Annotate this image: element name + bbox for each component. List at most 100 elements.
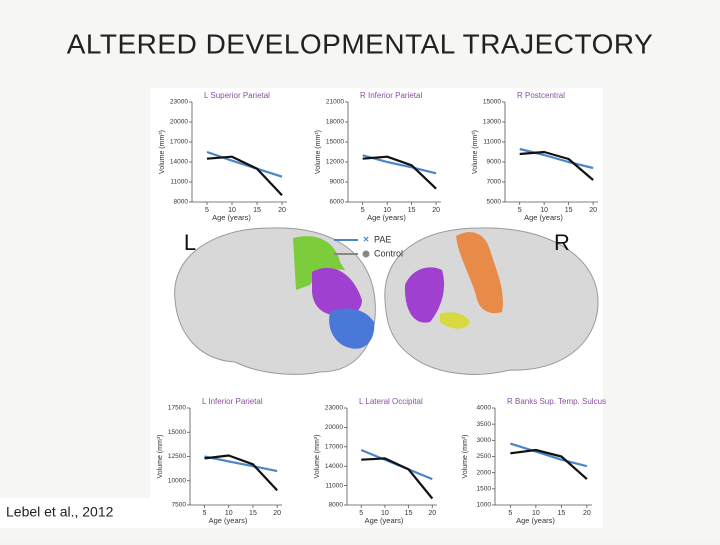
y-tick-label: 11000: [325, 482, 343, 489]
fit-line: [204, 455, 278, 473]
x-tick-label: 5: [518, 207, 522, 214]
panel-title: L Superior Parietal: [204, 91, 270, 100]
x-axis-label: Age (years): [365, 516, 404, 525]
y-tick-label: 18000: [326, 119, 344, 126]
y-tick-label: 6000: [330, 199, 345, 206]
x-tick-label: 5: [359, 510, 363, 517]
region-postcentral: [456, 232, 503, 314]
y-tick-label: 4000: [477, 405, 492, 412]
y-tick-label: 2500: [477, 453, 492, 460]
y-tick-label: 3000: [477, 437, 492, 444]
y-tick-label: 15000: [483, 99, 501, 106]
panel: L Inferior Parietal 7500 10000 12500 15000 17…: [157, 397, 282, 525]
y-tick-label: 1000: [477, 502, 492, 509]
x-tick-label: 20: [278, 207, 286, 214]
x-tick-label: 10: [532, 510, 540, 517]
fit-line: [204, 454, 279, 492]
y-tick-label: 11000: [170, 179, 188, 186]
y-tick-label: 14000: [170, 159, 188, 166]
y-tick-label: 23000: [170, 99, 188, 106]
x-tick-label: 5: [205, 207, 209, 214]
x-tick-label: 15: [565, 207, 573, 214]
y-tick-label: 5000: [487, 199, 502, 206]
x-tick-label: 15: [253, 207, 261, 214]
x-tick-label: 10: [540, 207, 548, 214]
y-tick-label: 12000: [326, 159, 344, 166]
fit-line: [362, 155, 437, 190]
x-tick-label: 5: [508, 510, 512, 517]
panel: L Lateral Occipital 8000 11000 14000 17000 20…: [314, 397, 437, 525]
y-axis-label: Volume (mm³): [157, 435, 164, 479]
y-tick-label: 23000: [325, 405, 343, 412]
x-axis-label: Age (years): [367, 213, 406, 222]
x-axis-label: Age (years): [516, 516, 555, 525]
caption: Lebel et al., 2012: [6, 504, 114, 520]
y-tick-label: 12500: [168, 453, 186, 460]
y-axis-label: Volume (mm³): [462, 435, 469, 479]
y-tick-label: 2000: [477, 469, 492, 476]
x-tick-label: 15: [405, 510, 413, 517]
region-inferior-parietal-right: [404, 267, 445, 323]
y-axis-label: Volume (mm³): [472, 130, 479, 174]
panel: R Banks Sup. Temp. Sulcus 1000 1500 2000 250…: [462, 397, 606, 525]
y-tick-label: 7000: [487, 179, 502, 186]
legend-label: Control: [374, 248, 403, 258]
panel: L Superior Parietal 8000 11000 14000 17000 20…: [159, 91, 287, 222]
fit-line: [519, 150, 594, 181]
x-tick-label: 15: [408, 207, 416, 214]
y-tick-label: 21000: [326, 99, 344, 106]
y-tick-label: 7500: [172, 502, 187, 509]
x-tick-label: 5: [361, 207, 365, 214]
fit-line: [206, 155, 283, 197]
y-axis-label: Volume (mm³): [159, 130, 166, 174]
left-label: L: [184, 230, 196, 255]
right-label: R: [554, 230, 570, 255]
y-tick-label: 15000: [326, 139, 344, 146]
x-tick-label: 20: [589, 207, 597, 214]
y-tick-label: 10000: [168, 477, 186, 484]
x-axis-label: Age (years): [524, 213, 563, 222]
legend-label: PAE: [374, 234, 391, 244]
y-tick-label: 15000: [168, 429, 186, 436]
region-superior-parietal: [293, 236, 345, 290]
brain: [174, 227, 599, 375]
x-tick-label: 10: [383, 207, 391, 214]
y-tick-label: 9000: [487, 159, 502, 166]
x-tick-label: 15: [557, 510, 565, 517]
x-tick-label: 5: [203, 510, 207, 517]
panels: L Superior Parietal 8000 11000 14000 17000 20…: [157, 91, 606, 525]
y-tick-label: 17000: [170, 139, 188, 146]
panel-title: R Postcentral: [517, 91, 565, 100]
panel-title: L Inferior Parietal: [202, 397, 263, 406]
slide-title: ALTERED DEVELOPMENTAL TRAJECTORY: [67, 28, 654, 59]
x-tick-label: 20: [273, 510, 281, 517]
panel: R Postcentral 5000 7000 9000 11000 13000 15000…: [472, 91, 598, 222]
legend: × PAE Control: [334, 234, 403, 258]
x-axis-label: Age (years): [209, 516, 248, 525]
y-tick-label: 13000: [483, 119, 501, 126]
y-tick-label: 3500: [477, 421, 492, 428]
x-tick-label: 10: [228, 207, 236, 214]
x-tick-label: 10: [225, 510, 233, 517]
x-tick-label: 20: [432, 207, 440, 214]
y-tick-label: 17500: [168, 405, 186, 412]
panel-title: R Banks Sup. Temp. Sulcus: [507, 397, 606, 406]
region-banks-sts: [440, 312, 470, 329]
x-tick-label: 20: [583, 510, 591, 517]
region-lateral-occipital: [329, 308, 375, 349]
y-tick-label: 8000: [174, 199, 189, 206]
legend-marker: [362, 250, 370, 258]
panel: R Inferior Parietal 6000 9000 12000 15000 180…: [315, 91, 441, 222]
y-tick-label: 17000: [325, 444, 343, 451]
y-tick-label: 8000: [329, 502, 344, 509]
caption-box: [0, 498, 150, 528]
region-inferior-parietal-left: [312, 267, 362, 316]
panel-title: L Lateral Occipital: [359, 397, 423, 406]
y-tick-label: 20000: [325, 424, 343, 431]
y-tick-label: 1500: [477, 486, 492, 493]
panel-title: R Inferior Parietal: [360, 91, 422, 100]
legend-marker: ×: [363, 235, 369, 246]
fit-line: [206, 150, 283, 178]
